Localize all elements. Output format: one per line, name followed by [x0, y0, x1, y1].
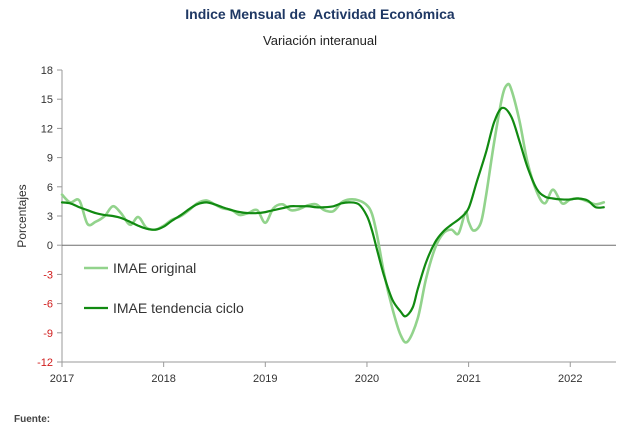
- legend-background: [78, 252, 278, 324]
- x-tick-label: 2018: [151, 373, 175, 385]
- y-tick-label: -9: [43, 328, 53, 340]
- y-tick-label: 0: [47, 240, 53, 252]
- chart-lines: [60, 82, 606, 344]
- y-tick-label: 9: [47, 153, 53, 165]
- x-tick-label: 2020: [355, 373, 379, 385]
- chart-legend: IMAE original IMAE tendencia ciclo: [78, 252, 278, 324]
- y-tick-label: 15: [41, 94, 53, 106]
- y-tick-label: -6: [43, 299, 53, 311]
- legend-label: IMAE original: [113, 260, 196, 276]
- x-tick-label: 2021: [456, 373, 480, 385]
- y-tick-label: 12: [41, 123, 53, 135]
- y-tick-label: 18: [41, 65, 53, 77]
- y-tick-label: 6: [47, 182, 53, 194]
- y-tick-label: -3: [43, 269, 53, 281]
- chart-title: Indice Mensual de Actividad Económica: [185, 6, 455, 22]
- x-tick-label: 2017: [50, 373, 74, 385]
- source-label: Fuente:: [14, 414, 51, 425]
- legend-label: IMAE tendencia ciclo: [113, 300, 244, 316]
- y-axis-title: Porcentajes: [15, 184, 29, 247]
- x-tick-label: 2019: [253, 373, 277, 385]
- chart-subtitle: Variación interanual: [263, 33, 377, 48]
- series-line-imae-tendencia-ciclo: [60, 106, 605, 318]
- y-tick-label: -12: [37, 357, 53, 369]
- chart-axes: 18 15 12 9 6 3 0 -3 -6 -9 -12 2017 2018 2019 2020 2021 2…: [15, 65, 616, 385]
- y-tick-label: 3: [47, 211, 53, 223]
- x-tick-label: 2022: [558, 373, 582, 385]
